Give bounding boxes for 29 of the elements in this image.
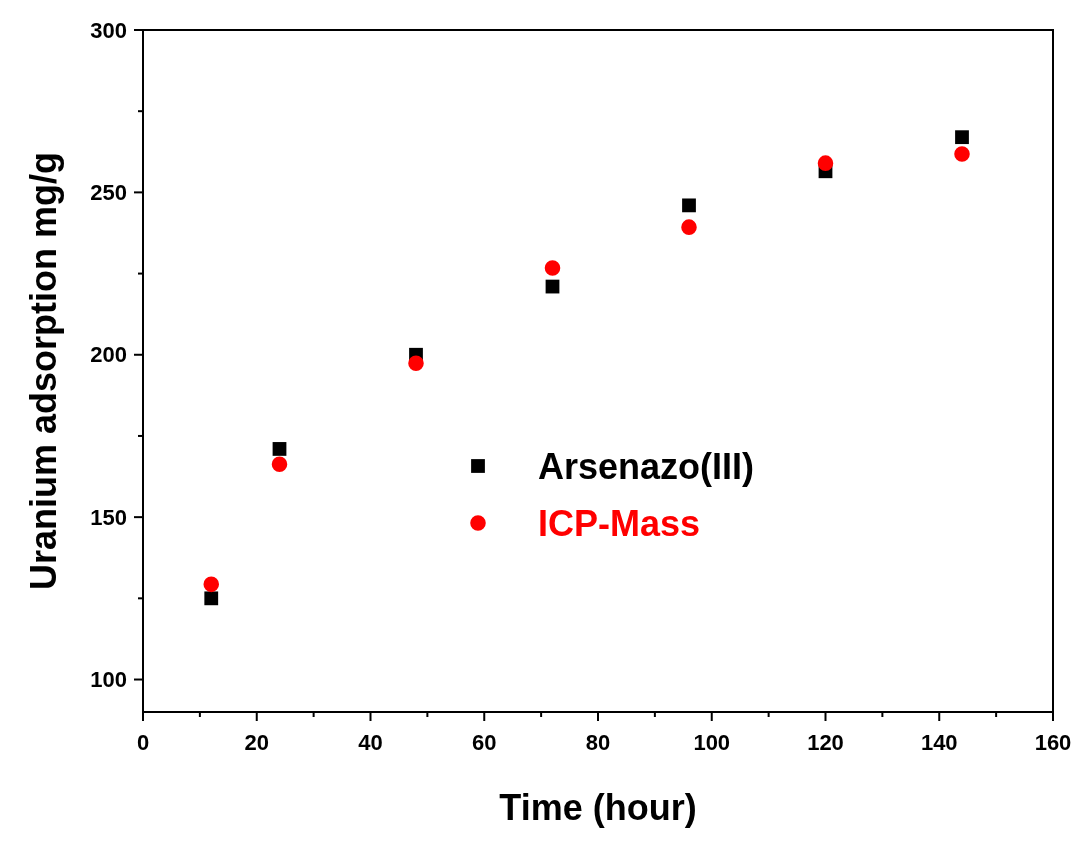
y-tick-label: 200 bbox=[90, 342, 127, 368]
point bbox=[272, 442, 287, 456]
y-tick-label: 150 bbox=[90, 504, 127, 530]
point bbox=[955, 130, 969, 145]
x-tick-label: 40 bbox=[358, 730, 383, 755]
y-axis-title: Uranium adsorption mg/g bbox=[23, 151, 64, 591]
x-tick-label: 120 bbox=[807, 730, 844, 755]
point bbox=[681, 219, 697, 235]
x-tick-label: 160 bbox=[1034, 730, 1072, 755]
point bbox=[408, 355, 424, 371]
x-tick-label: 140 bbox=[920, 730, 958, 755]
x-axis-title: Time (hour) bbox=[499, 787, 697, 828]
point bbox=[817, 155, 834, 171]
point bbox=[203, 576, 220, 593]
point bbox=[954, 146, 970, 162]
point bbox=[682, 198, 696, 213]
legend-label: Arsenazo(III) bbox=[538, 445, 755, 487]
y-tick-label: 250 bbox=[90, 180, 127, 206]
x-tick-label: 0 bbox=[136, 730, 150, 755]
y-tick-label: 100 bbox=[90, 667, 127, 693]
point bbox=[271, 456, 288, 472]
x-tick-label: 80 bbox=[585, 730, 611, 755]
point bbox=[544, 260, 561, 276]
x-tick-label: 60 bbox=[472, 730, 497, 755]
x-tick-label: 20 bbox=[244, 730, 269, 755]
point bbox=[204, 591, 219, 606]
y-tick-label: 300 bbox=[90, 17, 127, 43]
x-tick-label: 100 bbox=[693, 730, 731, 755]
legend-label: ICP-Mass bbox=[538, 502, 701, 544]
